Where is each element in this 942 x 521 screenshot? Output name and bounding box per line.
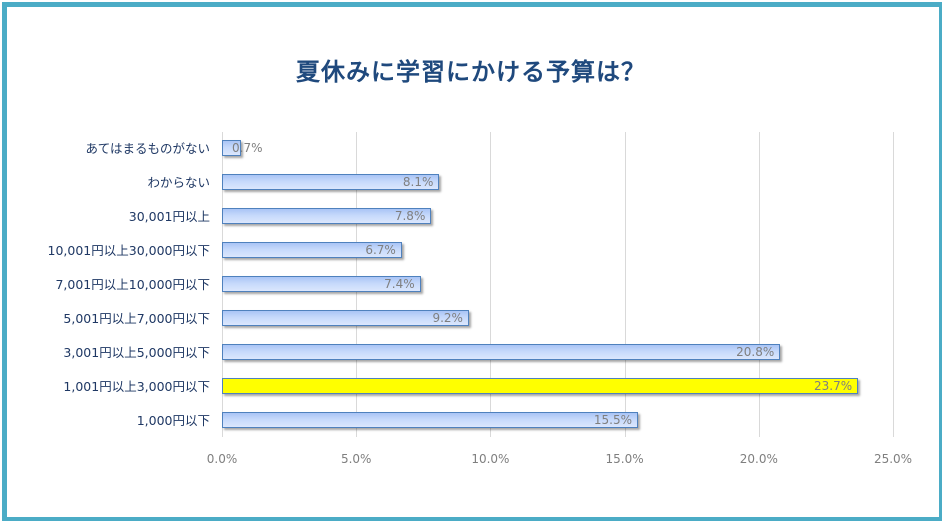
x-tick-label: 0.0% xyxy=(206,452,238,466)
bar-row: 23.7% xyxy=(222,370,893,404)
x-tick-label: 10.0% xyxy=(471,452,510,466)
x-tick-label: 5.0% xyxy=(340,452,372,466)
category-label: 10,001円以上30,000円以下 xyxy=(47,243,210,258)
bar-row: 6.7% xyxy=(222,234,893,268)
category-label: 30,001円以上 xyxy=(128,209,210,224)
bar-row: 15.5% xyxy=(222,404,893,438)
category-label: 7,001円以上10,000円以下 xyxy=(55,277,210,292)
bar xyxy=(222,208,432,224)
gridline xyxy=(624,132,626,437)
x-tick-label: 20.0% xyxy=(739,452,778,466)
gridline xyxy=(893,132,894,437)
category-label: あてはまるものがない xyxy=(85,141,210,156)
category-label: 3,001円以上5,000円以下 xyxy=(63,345,210,360)
bar-row: 7.8% xyxy=(222,200,893,234)
value-label: 15.5% xyxy=(593,413,633,427)
value-label: 6.7% xyxy=(365,243,396,257)
value-label: 7.8% xyxy=(394,209,426,223)
bar xyxy=(222,310,469,326)
category-label: 1,000円以下 xyxy=(136,413,210,428)
bar xyxy=(222,378,859,394)
category-label: 1,001円以上3,000円以下 xyxy=(63,379,210,394)
gridline xyxy=(490,132,492,437)
x-tick-label: 25.0% xyxy=(873,452,913,466)
x-tick-label: 15.0% xyxy=(605,452,644,466)
category-label: 5,001円以上7,000円以下 xyxy=(63,311,210,326)
bar-row: 0.7% xyxy=(222,132,893,166)
plot-area: 0.7% 8.1% 7.8% 6.7% 7.4% 9.2% 20.8% 23.7% 15.5% xyxy=(222,132,894,438)
bar-row: 8.1% xyxy=(222,166,893,200)
bar xyxy=(222,174,440,190)
value-label: 7.4% xyxy=(384,277,415,291)
bar xyxy=(222,140,241,156)
value-label: 8.1% xyxy=(402,175,434,189)
bar-row: 20.8% xyxy=(222,336,893,370)
value-label: 9.2% xyxy=(432,311,463,325)
bar xyxy=(222,412,639,428)
bar xyxy=(222,242,402,258)
gridline xyxy=(758,132,760,437)
value-label: 23.7% xyxy=(813,379,853,393)
category-label: わからない xyxy=(147,175,210,190)
bar-row: 9.2% xyxy=(222,302,893,336)
value-label: 0.7% xyxy=(232,141,263,155)
bar xyxy=(222,276,421,292)
chart-title: 夏休みに学習にかける予算は？ xyxy=(296,58,646,86)
value-label: 20.8% xyxy=(736,345,775,359)
bar-row: 7.4% xyxy=(222,268,893,302)
bar xyxy=(222,344,781,360)
